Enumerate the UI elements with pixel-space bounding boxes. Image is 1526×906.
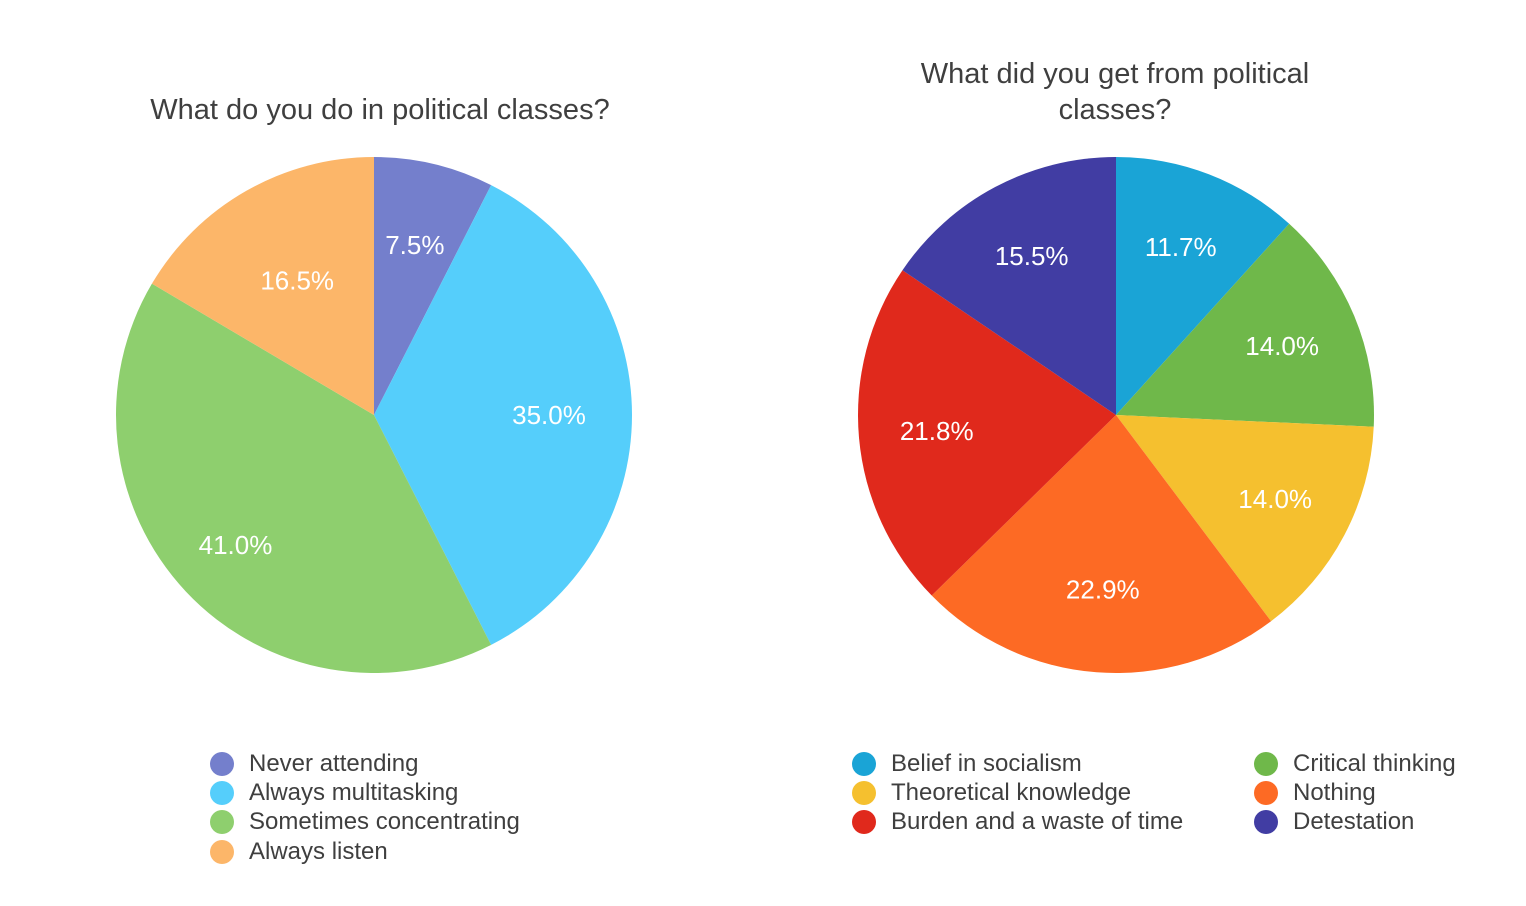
pie-slice-always-listen [151,157,374,415]
legend-label: Always listen [249,838,388,865]
legend-label: Sometimes concentrating [249,808,520,835]
pie-chart: 7.5% 35.0% 41.0% 16.5% [116,157,632,673]
pie-slice-critical-thinking [1116,223,1374,427]
legend-swatch [1254,810,1278,834]
legend-item: Always listen [210,838,388,866]
legend-swatch [852,810,876,834]
pie-slice-detestation [902,157,1116,415]
slice-data-label: 41.0% [199,530,273,560]
legend-item: Never attending [210,750,418,778]
slice-data-label: 7.5% [385,230,444,260]
slice-data-label: 21.8% [900,416,974,446]
pie-chart: 11.7% 14.0% 14.0% 22.9% 21.8% 15.5% [858,157,1374,673]
chart-title: What did you get from political classes? [920,58,1310,126]
legend-swatch [1254,752,1278,776]
slice-data-label: 11.7% [1145,232,1217,262]
pie-slice-always-multitasking [374,185,632,645]
chart-political-class-outcome: What did you get from political classes?… [760,0,1526,906]
chart-political-class-activity: What do you do in political classes? 7.5… [0,0,760,906]
slice-data-label: 14.0% [1245,331,1319,361]
slice-data-label: 16.5% [260,265,334,295]
legend-item: Theoretical knowledge [852,779,1131,807]
pie-slice-never-attending [374,157,492,415]
legend-swatch [852,781,876,805]
legend-label: Burden and a waste of time [891,808,1184,835]
legend-label: Always multitasking [249,779,459,806]
legend-item: Critical thinking [1254,750,1456,778]
slice-data-label: 22.9% [1066,575,1140,605]
legend-label: Detestation [1293,808,1415,835]
legend-label: Nothing [1293,779,1376,806]
legend-item: Nothing [1254,779,1376,807]
legend-item: Sometimes concentrating [210,808,520,836]
legend-item: Always multitasking [210,779,458,807]
legend-label: Critical thinking [1293,750,1456,777]
legend-label: Never attending [249,750,419,777]
legend-item: Burden and a waste of time [852,808,1183,836]
chart-title: What do you do in political classes? [150,94,610,126]
legend-label: Theoretical knowledge [891,779,1132,806]
slice-data-label: 15.5% [995,241,1069,271]
legend-swatch [210,840,234,864]
pie-slice-theoretical-knowledge [1116,415,1374,622]
pie-slice-nothing [931,415,1272,673]
pie-slice-belief-in-socialism [1116,157,1290,415]
pie-slice-burden-and-a-waste-of-time [858,270,1116,596]
legend-swatch [210,810,234,834]
legend-item: Detestation [1254,808,1414,836]
legend-item: Belief in socialism [852,750,1082,778]
slice-data-label: 14.0% [1238,484,1312,514]
pie-slice-sometimes-concentrating [116,283,492,673]
legend-swatch [852,752,876,776]
legend-swatch [210,781,234,805]
legend-swatch [1254,781,1278,805]
legend-swatch [210,752,234,776]
legend-label: Belief in socialism [891,750,1082,777]
slice-data-label: 35.0% [512,400,586,430]
